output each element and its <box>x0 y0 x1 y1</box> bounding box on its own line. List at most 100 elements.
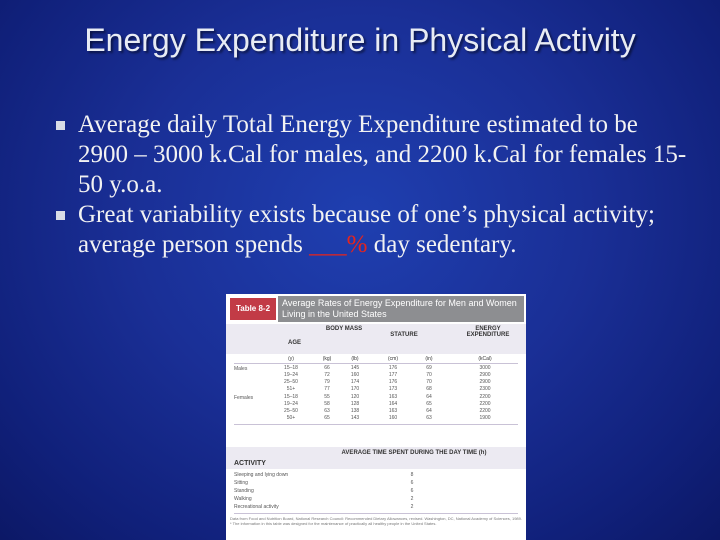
activity-name: Recreational activity <box>234 504 279 510</box>
age-cell: 25–50 <box>284 379 298 385</box>
activity-name: Walking <box>234 496 252 502</box>
kcal-cell: 2200 <box>479 401 491 407</box>
age-cell: 51+ <box>286 386 296 392</box>
table-header: Table 8-2 Average Rates of Energy Expend… <box>226 294 526 324</box>
table-row: 19–24 58 128 164 65 2200 <box>226 401 526 408</box>
header-rule <box>234 363 518 364</box>
bullet-item: Great variability exists because of one’… <box>50 200 690 260</box>
slide-title: Energy Expenditure in Physical Activity <box>84 22 636 58</box>
cm-cell: 173 <box>388 386 398 392</box>
in-cell: 70 <box>426 372 432 378</box>
cm-cell: 176 <box>388 379 398 385</box>
in-cell: 65 <box>426 401 432 407</box>
activity-row: Sleeping and lying down 8 <box>234 471 514 479</box>
energy-table-image: Table 8-2 Average Rates of Energy Expend… <box>226 294 526 540</box>
age-cell: 15–18 <box>284 365 298 371</box>
col-kcal: (kCal) <box>478 356 492 362</box>
activity-name: Sleeping and lying down <box>234 472 289 478</box>
col-cm: (cm) <box>388 356 398 362</box>
kcal-cell: 1900 <box>479 415 491 421</box>
col-lb: (lb) <box>351 356 359 362</box>
age-cell: 50+ <box>286 415 296 421</box>
col-body-mass: BODY MASS <box>325 326 363 332</box>
activity-name: Standing <box>234 488 254 494</box>
table-row: 19–24 72 160 177 70 2900 <box>226 372 526 379</box>
cm-cell: 163 <box>388 408 398 414</box>
in-cell: 69 <box>426 365 432 371</box>
kg-cell: 72 <box>324 372 330 378</box>
in-cell: 70 <box>426 379 432 385</box>
activity-title: ACTIVITY <box>234 460 266 467</box>
cm-cell: 176 <box>388 365 398 371</box>
col-age: AGE <box>288 340 302 346</box>
kg-cell: 63 <box>324 408 330 414</box>
lb-cell: 138 <box>350 408 360 414</box>
cm-cell: 164 <box>388 401 398 407</box>
col-in: (in) <box>425 356 433 362</box>
kcal-cell: 2300 <box>479 386 491 392</box>
square-bullet-icon <box>56 121 65 130</box>
table-row: 25–50 79 174 176 70 2900 <box>226 379 526 386</box>
kg-cell: 58 <box>324 401 330 407</box>
in-cell: 64 <box>426 394 432 400</box>
footnote-rule <box>234 513 518 514</box>
activity-hours: 6 <box>410 488 414 494</box>
lb-cell: 143 <box>350 415 360 421</box>
square-bullet-icon <box>56 211 65 220</box>
bullet-text: Great variability exists because of one’… <box>78 201 655 258</box>
fill-in-blank: ___% <box>309 231 368 258</box>
column-header-band <box>226 324 526 354</box>
kg-cell: 77 <box>324 386 330 392</box>
age-cell: 19–24 <box>284 372 298 378</box>
kg-cell: 65 <box>324 415 330 421</box>
lb-cell: 128 <box>350 401 360 407</box>
age-cell: 19–24 <box>284 401 298 407</box>
lb-cell: 120 <box>350 394 360 400</box>
lb-cell: 160 <box>350 372 360 378</box>
in-cell: 63 <box>426 415 432 421</box>
col-energy: ENERGY EXPENDITURE <box>466 326 510 338</box>
col-age-unit: (y) <box>288 356 294 362</box>
cm-cell: 177 <box>388 372 398 378</box>
activity-hours: 2 <box>410 496 414 502</box>
table-row: 51+ 77 170 173 68 2300 <box>226 386 526 393</box>
table-row: 25–50 63 138 163 64 2200 <box>226 408 526 415</box>
cm-cell: 163 <box>388 394 398 400</box>
activity-row: Standing 6 <box>234 487 514 495</box>
activity-header-band: ACTIVITY AVERAGE TIME SPENT DURING THE D… <box>226 447 526 469</box>
activity-hours: 6 <box>410 480 414 486</box>
activity-hours: 2 <box>410 504 414 510</box>
group-females: Females <box>234 395 254 401</box>
kg-cell: 79 <box>324 379 330 385</box>
lb-cell: 170 <box>350 386 360 392</box>
lb-cell: 145 <box>350 365 360 371</box>
age-cell: 25–50 <box>284 408 298 414</box>
kcal-cell: 2200 <box>479 394 491 400</box>
age-cell: 15–18 <box>284 394 298 400</box>
kcal-cell: 2900 <box>479 379 491 385</box>
group-males: Males <box>234 366 248 372</box>
in-cell: 64 <box>426 408 432 414</box>
col-stature: STATURE <box>390 332 418 338</box>
lb-cell: 174 <box>350 379 360 385</box>
table-row: 15–18 55 120 163 64 2200 <box>226 394 526 401</box>
activity-row: Recreational activity 2 <box>234 503 514 511</box>
table-number-label: Table 8-2 <box>230 298 276 320</box>
in-cell: 68 <box>426 386 432 392</box>
activity-row: Walking 2 <box>234 495 514 503</box>
cm-cell: 160 <box>388 415 398 421</box>
bullet-list: Average daily Total Energy Expenditure e… <box>50 110 690 260</box>
section-rule <box>234 424 518 425</box>
kcal-cell: 2200 <box>479 408 491 414</box>
kg-cell: 55 <box>324 394 330 400</box>
bullet-item: Average daily Total Energy Expenditure e… <box>50 110 690 200</box>
kg-cell: 66 <box>324 365 330 371</box>
kcal-cell: 2900 <box>479 372 491 378</box>
table-title: Average Rates of Energy Expenditure for … <box>278 296 524 322</box>
table-footnote: Data from Food and Nutrition Board, Nati… <box>230 516 522 526</box>
activity-name: Sitting <box>234 480 248 486</box>
col-kg: (kg) <box>322 356 332 362</box>
activity-row: Sitting 6 <box>234 479 514 487</box>
bullet-text-end: day sedentary. <box>367 231 517 258</box>
table-row: 15–18 66 145 176 69 3000 <box>226 365 526 372</box>
